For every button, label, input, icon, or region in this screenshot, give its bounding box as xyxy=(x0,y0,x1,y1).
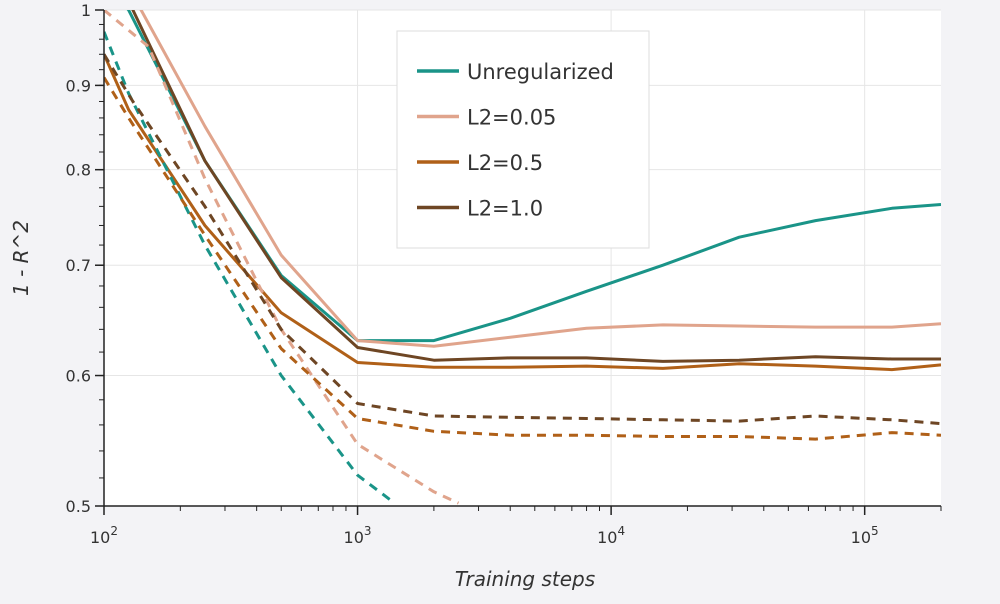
legend-label-l2-1-0: L2=1.0 xyxy=(467,197,543,221)
legend-label-unregularized: Unregularized xyxy=(467,60,614,84)
y-tick-label: 1 xyxy=(81,1,91,20)
y-tick-label: 0.5 xyxy=(66,497,91,516)
legend-label-l2-0-5: L2=0.5 xyxy=(467,151,543,175)
series-line-l2-0-5 xyxy=(104,53,941,372)
series-line-l2-1-0 xyxy=(131,10,941,363)
y-tick-label: 0.6 xyxy=(66,367,91,386)
y-axis-label: 1 - R^2 xyxy=(9,220,33,296)
legend: Unregularized L2=0.05 L2=0.5 L2=1.0 xyxy=(396,30,650,249)
x-axis-label: Training steps xyxy=(455,567,595,591)
x-tick-label: 102 xyxy=(90,524,118,547)
legend-label-l2-0-05: L2=0.05 xyxy=(467,106,556,130)
dashed-series-line xyxy=(104,76,941,441)
y-tick-label: 0.7 xyxy=(66,256,91,275)
y-tick-label: 0.8 xyxy=(66,161,91,180)
series-lines xyxy=(104,10,941,505)
series-line-l2-0-05 xyxy=(139,10,941,348)
y-tick-label: 0.9 xyxy=(66,76,91,95)
x-tick-label: 104 xyxy=(597,524,625,547)
legend-box xyxy=(396,30,650,249)
dashed-series-line xyxy=(104,53,941,426)
dashed-series-line xyxy=(104,31,396,505)
x-tick-label: 103 xyxy=(344,524,372,547)
axes: 102 103 104 105 0.5 0.6 0.7 0.8 0.9 1 xyxy=(66,1,942,547)
x-tick-label: 105 xyxy=(851,524,879,547)
